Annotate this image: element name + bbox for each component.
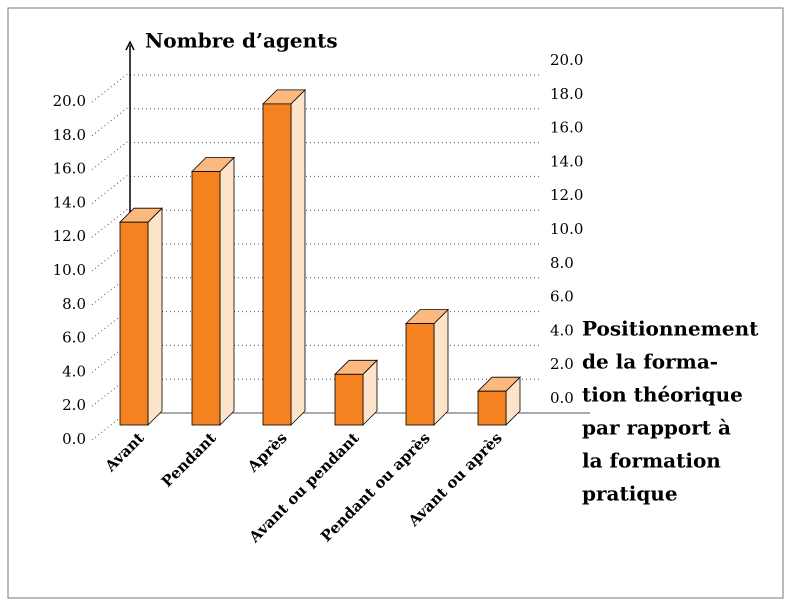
y2-tick-label: 4.0	[550, 321, 574, 339]
y-axis-arrow	[125, 40, 135, 51]
y-tick-label: 8.0	[62, 295, 86, 313]
x-axis-label: la formation	[582, 449, 721, 473]
bar	[405, 323, 435, 426]
connector	[91, 71, 131, 103]
frame	[7, 7, 784, 599]
y-tick-label: 4.0	[62, 362, 86, 380]
y2-tick-label: 12.0	[550, 186, 583, 204]
x-axis-label: Positionnement	[582, 317, 759, 341]
bar-side	[290, 88, 306, 426]
y-tick-label: 16.0	[53, 160, 86, 178]
y2-tick-label: 16.0	[550, 119, 583, 137]
x-axis-label: par rapport à	[582, 416, 731, 440]
x-axis-label: tion théorique	[582, 383, 743, 407]
bar-side	[433, 308, 449, 426]
y-tick-label: 10.0	[53, 261, 86, 279]
y-tick-label: 20.0	[53, 92, 86, 110]
y2-tick-label: 18.0	[550, 85, 583, 103]
y-tick-label: 2.0	[62, 396, 86, 414]
y-tick-label: 12.0	[53, 227, 86, 245]
x-tick-label: Après	[243, 429, 290, 476]
y2-tick-label: 10.0	[550, 220, 583, 238]
connector	[91, 206, 131, 238]
y-tick-label: 6.0	[62, 329, 86, 347]
connector	[91, 139, 131, 170]
y2-tick-label: 14.0	[550, 152, 583, 170]
y2-tick-label: 2.0	[550, 355, 574, 373]
bar	[262, 103, 292, 426]
y2-tick-label: 8.0	[550, 254, 574, 272]
bar	[119, 221, 149, 426]
connector	[91, 105, 131, 137]
x-axis-label: pratique	[582, 482, 678, 506]
y2-tick-label: 0.0	[550, 389, 574, 407]
x-tick-label: Avant	[101, 429, 148, 476]
x-tick-label: Pendant	[158, 429, 220, 491]
y-tick-label: 0.0	[62, 430, 86, 448]
connector	[91, 173, 131, 204]
y2-tick-label: 20.0	[550, 51, 583, 69]
y-axis-label: Nombre d’agents	[145, 29, 338, 53]
y-tick-label: 18.0	[53, 126, 86, 144]
bar	[334, 373, 364, 426]
bar	[477, 390, 507, 426]
bar-side	[219, 156, 235, 426]
y-tick-label: 14.0	[53, 193, 86, 211]
bar-side	[147, 207, 163, 426]
y2-tick-label: 6.0	[550, 288, 574, 306]
bar	[191, 171, 221, 426]
x-axis-label: de la forma-	[582, 350, 718, 374]
